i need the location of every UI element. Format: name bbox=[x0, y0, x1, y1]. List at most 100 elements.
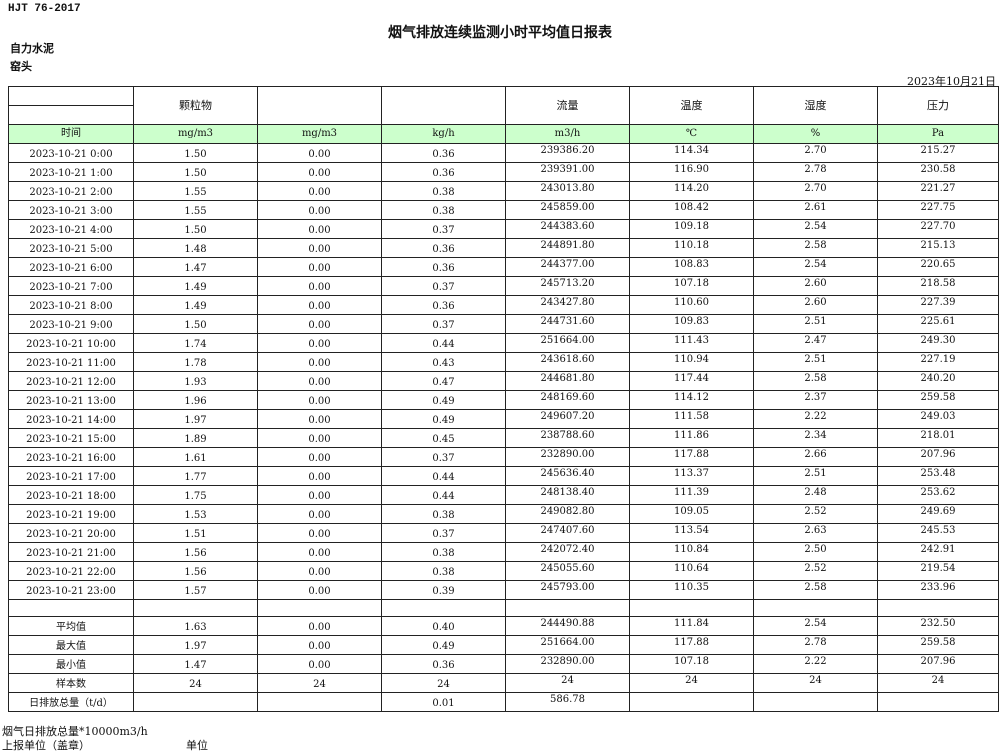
value-cell: 1.55 bbox=[133, 200, 258, 220]
table-row: 2023-10-21 7:00 1.49 0.00 0.37 245713.20 107.… bbox=[8, 276, 999, 296]
value-cell: 114.34 bbox=[629, 143, 754, 163]
value-cell: 0.47 bbox=[381, 371, 506, 391]
stat-value: 0.00 bbox=[257, 635, 382, 655]
value-cell: 2.52 bbox=[753, 561, 878, 581]
table-row: 2023-10-21 19:00 1.53 0.00 0.38 249082.80 109… bbox=[8, 504, 999, 524]
stat-value: 0.36 bbox=[381, 654, 506, 674]
stat-value: 24 bbox=[257, 673, 382, 693]
header-cell bbox=[381, 86, 506, 125]
value-cell: 1.96 bbox=[133, 390, 258, 410]
stat-value: 232890.00 bbox=[505, 654, 630, 674]
value-cell: 1.78 bbox=[133, 352, 258, 372]
table-row: 2023-10-21 4:00 1.50 0.00 0.37 244383.60 109.… bbox=[8, 219, 999, 239]
value-cell: 109.05 bbox=[629, 504, 754, 524]
stat-value: 1.63 bbox=[133, 616, 258, 636]
value-cell: 2.52 bbox=[753, 504, 878, 524]
stat-value: 207.96 bbox=[877, 654, 999, 674]
value-cell: 2.70 bbox=[753, 181, 878, 201]
time-cell: 2023-10-21 2:00 bbox=[8, 181, 134, 201]
stat-value bbox=[753, 692, 878, 712]
empty-cell bbox=[133, 599, 258, 617]
value-cell: 0.00 bbox=[257, 143, 382, 163]
stat-value bbox=[257, 692, 382, 712]
value-cell: 0.38 bbox=[381, 504, 506, 524]
value-cell: 107.18 bbox=[629, 276, 754, 296]
value-cell: 2.48 bbox=[753, 485, 878, 505]
value-cell: 227.75 bbox=[877, 200, 999, 220]
value-cell: 0.38 bbox=[381, 181, 506, 201]
value-cell: 1.55 bbox=[133, 181, 258, 201]
table-row: 2023-10-21 12:00 1.93 0.00 0.47 244681.80 117… bbox=[8, 371, 999, 391]
time-cell: 2023-10-21 7:00 bbox=[8, 276, 134, 296]
value-cell: 0.00 bbox=[257, 181, 382, 201]
value-cell: 1.49 bbox=[133, 295, 258, 315]
value-cell: 240.20 bbox=[877, 371, 999, 391]
value-cell: 253.48 bbox=[877, 466, 999, 486]
value-cell: 1.93 bbox=[133, 371, 258, 391]
value-cell: 244377.00 bbox=[505, 257, 630, 277]
value-cell: 1.47 bbox=[133, 257, 258, 277]
stat-value: 1.97 bbox=[133, 635, 258, 655]
value-cell: 110.84 bbox=[629, 542, 754, 562]
stat-label: 最大值 bbox=[8, 635, 134, 655]
time-cell: 2023-10-21 5:00 bbox=[8, 238, 134, 258]
value-cell: 0.00 bbox=[257, 447, 382, 467]
value-cell: 1.56 bbox=[133, 561, 258, 581]
value-cell: 0.37 bbox=[381, 219, 506, 239]
stat-value: 107.18 bbox=[629, 654, 754, 674]
value-cell: 0.36 bbox=[381, 257, 506, 277]
empty-cell bbox=[257, 599, 382, 617]
header-cell bbox=[8, 86, 134, 125]
empty-cell bbox=[629, 599, 754, 617]
stat-value bbox=[629, 692, 754, 712]
table-row: 2023-10-21 21:00 1.56 0.00 0.38 242072.40 110… bbox=[8, 542, 999, 562]
value-cell: 0.37 bbox=[381, 314, 506, 334]
units-row: 时间 mg/m3 mg/m3 kg/h m3/h ℃% Pa bbox=[8, 124, 999, 144]
value-cell: 0.00 bbox=[257, 352, 382, 372]
stat-value bbox=[133, 692, 258, 712]
value-cell: 0.00 bbox=[257, 466, 382, 486]
value-cell: 1.77 bbox=[133, 466, 258, 486]
site-name: 窑头 bbox=[10, 60, 32, 73]
value-cell: 108.83 bbox=[629, 257, 754, 277]
value-cell: 109.18 bbox=[629, 219, 754, 239]
value-cell: 116.90 bbox=[629, 162, 754, 182]
value-cell: 0.00 bbox=[257, 257, 382, 277]
time-cell: 2023-10-21 18:00 bbox=[8, 485, 134, 505]
value-cell: 0.43 bbox=[381, 352, 506, 372]
table-row: 2023-10-21 11:00 1.78 0.00 0.43 243618.60 110… bbox=[8, 352, 999, 372]
value-cell: 227.70 bbox=[877, 219, 999, 239]
table-row: 2023-10-21 14:00 1.97 0.00 0.49 249607.20 111… bbox=[8, 409, 999, 429]
value-cell: 242.91 bbox=[877, 542, 999, 562]
value-cell: 2.34 bbox=[753, 428, 878, 448]
value-cell: 227.39 bbox=[877, 295, 999, 315]
value-cell: 232890.00 bbox=[505, 447, 630, 467]
value-cell: 113.37 bbox=[629, 466, 754, 486]
value-cell: 111.86 bbox=[629, 428, 754, 448]
value-cell: 2.78 bbox=[753, 162, 878, 182]
value-cell: 0.00 bbox=[257, 314, 382, 334]
time-cell: 2023-10-21 17:00 bbox=[8, 466, 134, 486]
value-cell: 2.50 bbox=[753, 542, 878, 562]
value-cell: 0.38 bbox=[381, 200, 506, 220]
time-cell: 2023-10-21 10:00 bbox=[8, 333, 134, 353]
value-cell: 108.42 bbox=[629, 200, 754, 220]
value-cell: 1.56 bbox=[133, 542, 258, 562]
time-cell: 2023-10-21 6:00 bbox=[8, 257, 134, 277]
unit-cell: 时间 bbox=[8, 124, 134, 144]
value-cell: 113.54 bbox=[629, 523, 754, 543]
time-cell: 2023-10-21 8:00 bbox=[8, 295, 134, 315]
value-cell: 249607.20 bbox=[505, 409, 630, 429]
value-cell: 114.20 bbox=[629, 181, 754, 201]
value-cell: 0.00 bbox=[257, 219, 382, 239]
value-cell: 1.50 bbox=[133, 162, 258, 182]
stat-label: 最小值 bbox=[8, 654, 134, 674]
value-cell: 111.58 bbox=[629, 409, 754, 429]
value-cell: 243013.80 bbox=[505, 181, 630, 201]
reporter-label: 上报单位（盖章） bbox=[2, 739, 90, 752]
value-cell: 249.69 bbox=[877, 504, 999, 524]
time-cell: 2023-10-21 16:00 bbox=[8, 447, 134, 467]
stat-value: 24 bbox=[133, 673, 258, 693]
value-cell: 0.44 bbox=[381, 333, 506, 353]
stat-value: 232.50 bbox=[877, 616, 999, 636]
